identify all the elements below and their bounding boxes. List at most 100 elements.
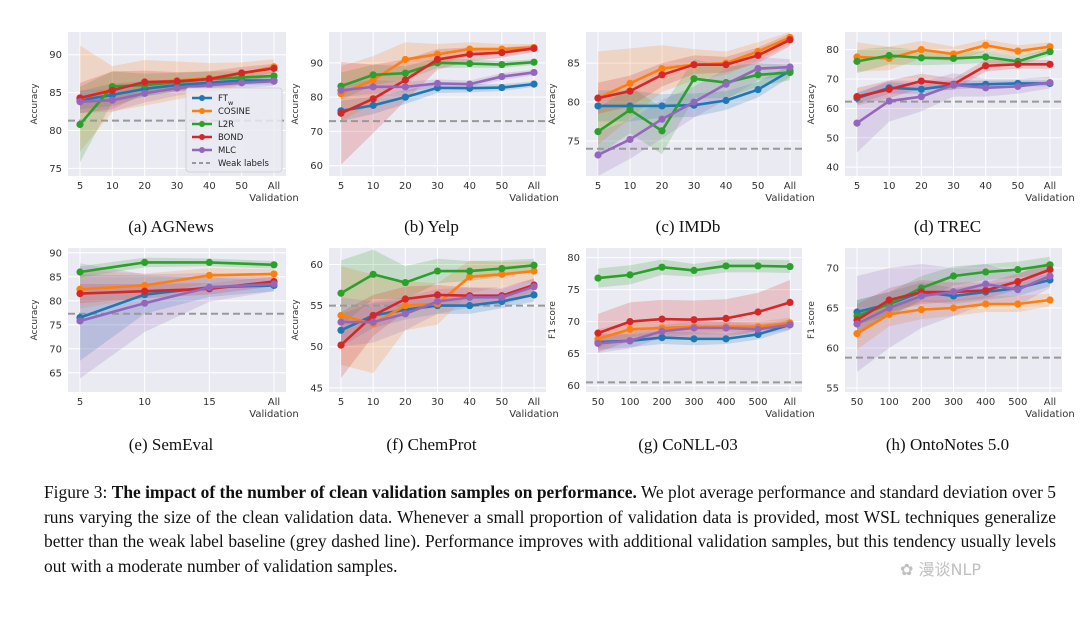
- data-point-bond: [433, 291, 442, 299]
- data-point-cosine: [369, 76, 377, 84]
- data-point-mlc: [885, 304, 893, 312]
- y-tick-label: 70: [49, 344, 62, 355]
- data-point-bond: [238, 69, 246, 77]
- data-point-mlc: [853, 320, 861, 328]
- y-tick-label: 55: [310, 301, 323, 312]
- data-point-mlc: [530, 68, 538, 77]
- x-tick-label: 50: [592, 397, 605, 408]
- data-point-cosine: [658, 64, 666, 73]
- x-tick-label: 40: [463, 181, 476, 192]
- data-point-l2r: [982, 268, 990, 276]
- data-point-l2r: [949, 272, 958, 280]
- data-point-mlc: [1014, 286, 1022, 294]
- y-axis-label: Accuracy: [291, 83, 301, 125]
- x-tick-label: 20: [399, 397, 412, 408]
- data-point-l2r: [594, 274, 602, 282]
- data-point-bond: [1046, 266, 1054, 274]
- x-tick-label: 300: [944, 397, 963, 408]
- x-tick-label: 5: [595, 181, 601, 192]
- data-point-ft_w: [658, 334, 666, 342]
- data-point-mlc: [270, 280, 278, 288]
- y-tick-label: 65: [826, 304, 839, 315]
- data-point-bond: [433, 55, 442, 64]
- data-point-l2r: [690, 75, 698, 83]
- data-point-mlc: [498, 72, 506, 81]
- subfigure-caption: (f) ChemProt: [386, 435, 476, 454]
- legend-marker: [199, 108, 205, 114]
- x-tick-label: All: [268, 181, 280, 192]
- data-point-l2r: [690, 266, 698, 274]
- x-tick-label: 300: [684, 397, 703, 408]
- data-point-ft_w: [530, 80, 538, 88]
- x-tick-label: 10: [367, 181, 380, 192]
- data-point-bond: [173, 77, 181, 85]
- std-band-mlc: [598, 56, 790, 176]
- y-axis-label: Accuracy: [548, 83, 558, 125]
- x-tick-label: 10: [106, 181, 119, 192]
- data-point-bond: [1046, 60, 1054, 68]
- std-band-l2r: [857, 256, 1050, 332]
- data-point-bond: [885, 85, 893, 93]
- x-tick-label: 40: [203, 181, 216, 192]
- y-axis-label: Accuracy: [291, 299, 301, 341]
- y-tick-label: 90: [49, 50, 62, 61]
- data-point-bond: [337, 109, 345, 117]
- data-point-l2r: [626, 106, 634, 114]
- data-point-mlc: [594, 339, 602, 347]
- y-tick-label: 65: [567, 349, 580, 360]
- data-point-cosine: [337, 311, 345, 320]
- y-tick-label: 85: [49, 272, 62, 283]
- data-point-bond: [786, 36, 794, 44]
- data-point-bond: [626, 318, 634, 326]
- std-band-mlc: [80, 76, 274, 114]
- data-point-mlc: [76, 317, 84, 325]
- data-point-bond: [369, 311, 377, 320]
- y-tick-label: 75: [49, 320, 62, 331]
- data-point-cosine: [466, 273, 474, 281]
- data-point-bond: [982, 286, 990, 294]
- std-band-cosine: [857, 293, 1050, 350]
- legend-marker: [199, 121, 205, 127]
- data-point-bond: [786, 298, 794, 306]
- data-point-cosine: [433, 50, 442, 58]
- data-point-l2r: [1046, 48, 1054, 56]
- data-point-mlc: [885, 97, 893, 105]
- data-point-bond: [270, 64, 278, 72]
- data-point-l2r: [1014, 266, 1022, 274]
- legend-label: COSINE: [218, 107, 250, 117]
- x-tick-label: 5: [854, 181, 860, 192]
- data-point-l2r: [949, 54, 958, 63]
- data-point-mlc: [433, 79, 442, 88]
- subfigure-caption: (e) SemEval: [129, 435, 214, 454]
- subfigure-caption: (h) OntoNotes 5.0: [886, 435, 1009, 454]
- x-tick-sublabel: Validation: [1025, 193, 1074, 204]
- y-axis-label: F1 score: [807, 301, 817, 339]
- y-tick-label: 70: [310, 127, 323, 138]
- y-tick-label: 80: [567, 253, 580, 264]
- data-point-bond: [690, 61, 698, 69]
- data-point-l2r: [786, 68, 794, 77]
- data-point-l2r: [754, 262, 762, 270]
- data-point-mlc: [466, 80, 474, 88]
- data-point-ft_w: [917, 85, 925, 93]
- data-point-l2r: [466, 59, 474, 68]
- series-line-cosine: [79, 272, 275, 291]
- x-tick-label: 5: [77, 397, 83, 408]
- data-point-cosine: [626, 325, 634, 333]
- subfigure-caption: (c) IMDb: [656, 217, 721, 236]
- x-tick-label: 10: [624, 181, 637, 192]
- data-point-mlc: [270, 77, 278, 85]
- data-point-l2r: [401, 278, 409, 287]
- data-point-ft_w: [658, 102, 666, 110]
- std-band-ft_w: [80, 274, 274, 361]
- x-tick-label: 50: [235, 181, 248, 192]
- data-point-mlc: [626, 337, 634, 345]
- y-tick-label: 50: [310, 342, 323, 353]
- data-point-bond: [754, 51, 762, 59]
- data-point-bond: [530, 44, 538, 53]
- data-point-cosine: [1014, 300, 1022, 308]
